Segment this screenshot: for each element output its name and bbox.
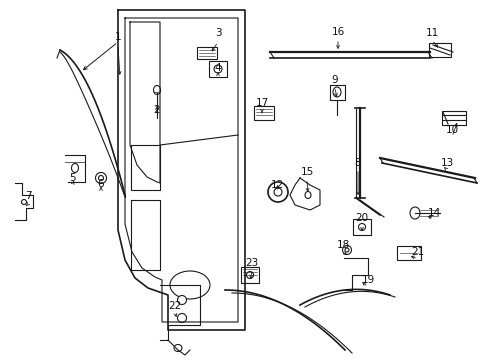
Ellipse shape <box>174 345 182 351</box>
Text: 22: 22 <box>169 301 182 311</box>
Text: 16: 16 <box>331 27 344 37</box>
Text: 6: 6 <box>98 179 104 189</box>
Text: 7: 7 <box>24 191 31 201</box>
Ellipse shape <box>410 207 420 219</box>
FancyBboxPatch shape <box>241 267 259 283</box>
Text: 4: 4 <box>215 63 221 73</box>
Text: 15: 15 <box>300 167 314 177</box>
Ellipse shape <box>177 314 187 323</box>
Ellipse shape <box>246 271 253 279</box>
Text: 11: 11 <box>425 28 439 38</box>
FancyBboxPatch shape <box>397 246 421 260</box>
Text: 13: 13 <box>441 158 454 168</box>
Ellipse shape <box>22 199 26 204</box>
Ellipse shape <box>274 188 282 196</box>
Ellipse shape <box>305 192 311 198</box>
Text: 10: 10 <box>445 125 459 135</box>
FancyBboxPatch shape <box>353 219 371 235</box>
Text: 14: 14 <box>427 208 441 218</box>
Text: 2: 2 <box>154 105 160 115</box>
Text: 17: 17 <box>255 98 269 108</box>
Text: 23: 23 <box>245 258 259 268</box>
Text: 21: 21 <box>412 247 425 257</box>
Text: 19: 19 <box>362 275 375 285</box>
FancyBboxPatch shape <box>254 106 274 120</box>
Text: 18: 18 <box>336 240 350 250</box>
Ellipse shape <box>345 248 349 252</box>
Text: 5: 5 <box>69 173 75 183</box>
Ellipse shape <box>177 296 187 305</box>
FancyBboxPatch shape <box>429 43 451 57</box>
Text: 20: 20 <box>355 213 368 223</box>
Ellipse shape <box>96 172 106 184</box>
FancyBboxPatch shape <box>197 47 217 59</box>
Ellipse shape <box>153 85 161 94</box>
Text: 3: 3 <box>215 28 221 38</box>
Text: 9: 9 <box>332 75 338 85</box>
Ellipse shape <box>98 175 103 180</box>
Ellipse shape <box>268 182 288 202</box>
Ellipse shape <box>343 246 351 255</box>
FancyBboxPatch shape <box>442 111 466 125</box>
FancyBboxPatch shape <box>209 61 227 77</box>
Ellipse shape <box>72 163 78 172</box>
Text: 1: 1 <box>115 32 122 42</box>
Text: 12: 12 <box>270 180 284 190</box>
Ellipse shape <box>333 87 341 97</box>
Text: 8: 8 <box>355 158 361 168</box>
Ellipse shape <box>214 65 222 73</box>
Ellipse shape <box>359 224 366 230</box>
